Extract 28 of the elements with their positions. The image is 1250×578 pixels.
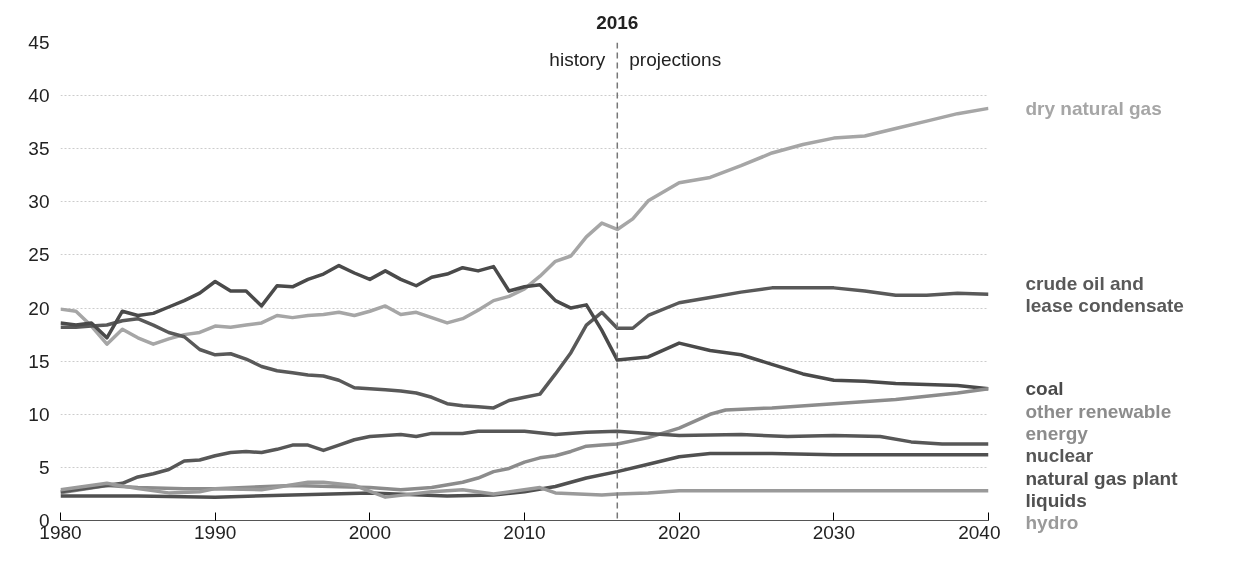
series-label: dry natural gas (1025, 97, 1162, 119)
series-label: crude oil and lease condensate (1025, 272, 1184, 316)
y-tick-label: 15 (28, 350, 50, 372)
y-tick-label: 35 (28, 138, 50, 160)
y-tick-label: 25 (28, 244, 50, 266)
y-tick-label: 20 (28, 297, 50, 319)
y-tick-label: 5 (38, 456, 50, 478)
x-tick-label: 2000 (348, 521, 391, 543)
text: hydro (1025, 512, 1079, 534)
text: natural gas plant liquids (1025, 467, 1179, 511)
x-tick-label: 2030 (812, 521, 855, 543)
annotation: history (549, 48, 606, 70)
ref-line-label: 2016 (596, 12, 639, 33)
y-tick-label: 30 (28, 191, 50, 213)
line-series (60, 286, 989, 410)
y-tick-label: 40 (28, 85, 50, 107)
x-tick-label: 2010 (503, 521, 546, 543)
y-tick-label: 45 (28, 32, 50, 53)
x-tick-label: 1990 (194, 521, 237, 543)
series-label: nuclear (1025, 445, 1094, 467)
line-series (60, 106, 989, 346)
text: other renewable energy (1025, 400, 1172, 444)
x-tick-label: 2020 (658, 521, 701, 543)
series-label: coal (1025, 378, 1064, 400)
x-tick-label: 2040 (958, 521, 1001, 543)
line-series (60, 480, 989, 499)
y-tick-label: 10 (28, 403, 50, 425)
annotation: projections (629, 48, 722, 70)
